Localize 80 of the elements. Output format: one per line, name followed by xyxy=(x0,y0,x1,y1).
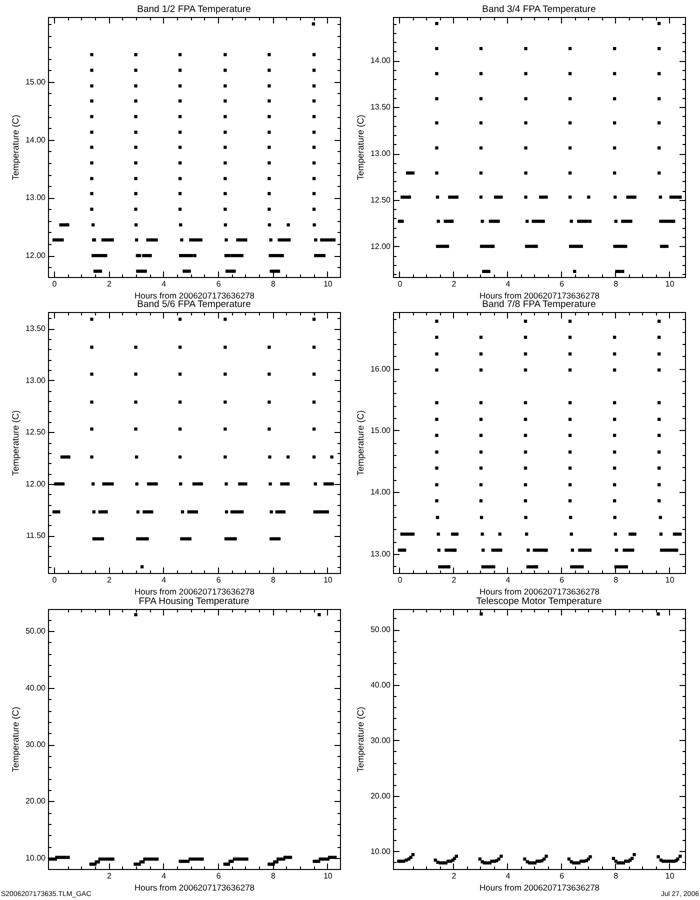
x-tick-label: 4 xyxy=(162,872,167,880)
y-axis-title: Temperature (C) xyxy=(10,410,20,476)
y-tick-label: 20.00 xyxy=(25,796,46,806)
x-tick-label: 2 xyxy=(106,576,112,584)
x-tick-label: 2 xyxy=(452,576,457,584)
y-tick-label: 30.00 xyxy=(25,740,46,750)
x-tick-label: 10 xyxy=(323,280,333,288)
y-tick-label: 14.00 xyxy=(370,56,392,66)
y-tick-label: 13.00 xyxy=(25,376,46,385)
y-tick-label: 12.50 xyxy=(370,195,392,204)
y-tick-label: 12.50 xyxy=(25,428,46,437)
x-tick-label: 2 xyxy=(452,872,457,880)
x-tick-label: 10 xyxy=(323,576,333,584)
y-tick-label: 13.00 xyxy=(370,149,392,158)
x-tick-label: 8 xyxy=(614,576,619,584)
x-tick-label: 6 xyxy=(560,280,565,288)
x-tick-label: 8 xyxy=(271,576,276,584)
y-tick-label: 40.00 xyxy=(370,680,392,690)
x-axis-title: Hours from 2006207173636278 xyxy=(479,882,600,892)
y-tick-label: 15.00 xyxy=(25,77,46,86)
chart-title: Band 1/2 FPA Temperature xyxy=(137,4,251,15)
x-tick-label: 0 xyxy=(398,280,403,288)
x-tick-label: 8 xyxy=(271,280,276,288)
y-tick-label: 20.00 xyxy=(370,791,392,800)
x-tick-label: 10 xyxy=(665,280,675,288)
x-tick-label: 8 xyxy=(271,872,276,880)
x-axis-title: Hours from 2006207173636278 xyxy=(134,586,255,596)
x-tick-label: 6 xyxy=(560,576,565,584)
y-tick-label: 12.00 xyxy=(25,479,46,488)
y-tick-label: 13.00 xyxy=(25,193,46,202)
y-tick-label: 12.00 xyxy=(370,242,392,251)
x-tick-label: 0 xyxy=(398,576,403,584)
y-axis-title: Temperature (C) xyxy=(10,706,20,772)
chart-title: Band 7/8 FPA Temperature xyxy=(482,299,596,310)
y-axis-title: Temperature (C) xyxy=(355,114,366,180)
x-axis-title: Hours from 2006207173636278 xyxy=(479,290,600,300)
x-tick-label: 4 xyxy=(506,576,511,584)
x-tick-label: 4 xyxy=(162,576,167,584)
x-tick-label: 6 xyxy=(560,872,565,880)
x-tick-label: 4 xyxy=(506,280,511,288)
x-axis-title: Hours from 2006207173636278 xyxy=(134,882,255,892)
y-tick-label: 15.00 xyxy=(370,426,392,435)
y-tick-label: 50.00 xyxy=(370,625,392,634)
y-axis-title: Temperature (C) xyxy=(10,114,20,180)
x-axis-title: Hours from 2006207173636278 xyxy=(479,586,600,596)
x-tick-label: 6 xyxy=(216,872,222,880)
y-tick-label: 10.00 xyxy=(25,853,46,862)
x-tick-label: 10 xyxy=(323,872,333,880)
y-tick-label: 50.00 xyxy=(25,626,46,636)
chart-title: Band 3/4 FPA Temperature xyxy=(482,4,596,15)
x-tick-label: 2 xyxy=(106,280,112,288)
x-tick-label: 2 xyxy=(106,872,112,880)
y-tick-label: 13.50 xyxy=(370,102,392,112)
y-tick-label: 14.00 xyxy=(25,135,46,144)
x-tick-label: 8 xyxy=(614,280,619,288)
x-axis-title: Hours from 2006207173636278 xyxy=(134,290,255,300)
y-tick-label: 11.50 xyxy=(26,531,46,540)
y-tick-label: 13.00 xyxy=(370,549,392,558)
x-tick-label: 0 xyxy=(52,576,58,584)
x-tick-label: 8 xyxy=(614,872,619,880)
x-tick-label: 10 xyxy=(665,576,675,584)
x-tick-label: 6 xyxy=(216,576,222,584)
x-tick-label: 2 xyxy=(452,280,457,288)
y-tick-label: 16.00 xyxy=(370,364,392,374)
y-axis-title: Temperature (C) xyxy=(355,410,366,476)
y-tick-label: 10.00 xyxy=(370,846,392,856)
y-tick-label: 13.50 xyxy=(25,324,46,334)
y-tick-label: 12.00 xyxy=(25,251,46,260)
y-tick-label: 14.00 xyxy=(370,488,392,497)
y-tick-label: 30.00 xyxy=(370,736,392,745)
chart-title: Telescope Motor Temperature xyxy=(476,596,602,607)
x-tick-label: 4 xyxy=(506,872,511,880)
x-tick-label: 0 xyxy=(52,280,58,288)
x-tick-label: 6 xyxy=(216,280,222,288)
y-tick-label: 40.00 xyxy=(25,683,46,692)
chart-title: FPA Housing Temperature xyxy=(138,596,250,607)
chart-title: Band 5/6 FPA Temperature xyxy=(137,299,251,310)
y-axis-title: Temperature (C) xyxy=(355,706,366,772)
x-tick-label: 10 xyxy=(665,872,675,880)
x-tick-label: 4 xyxy=(162,280,167,288)
